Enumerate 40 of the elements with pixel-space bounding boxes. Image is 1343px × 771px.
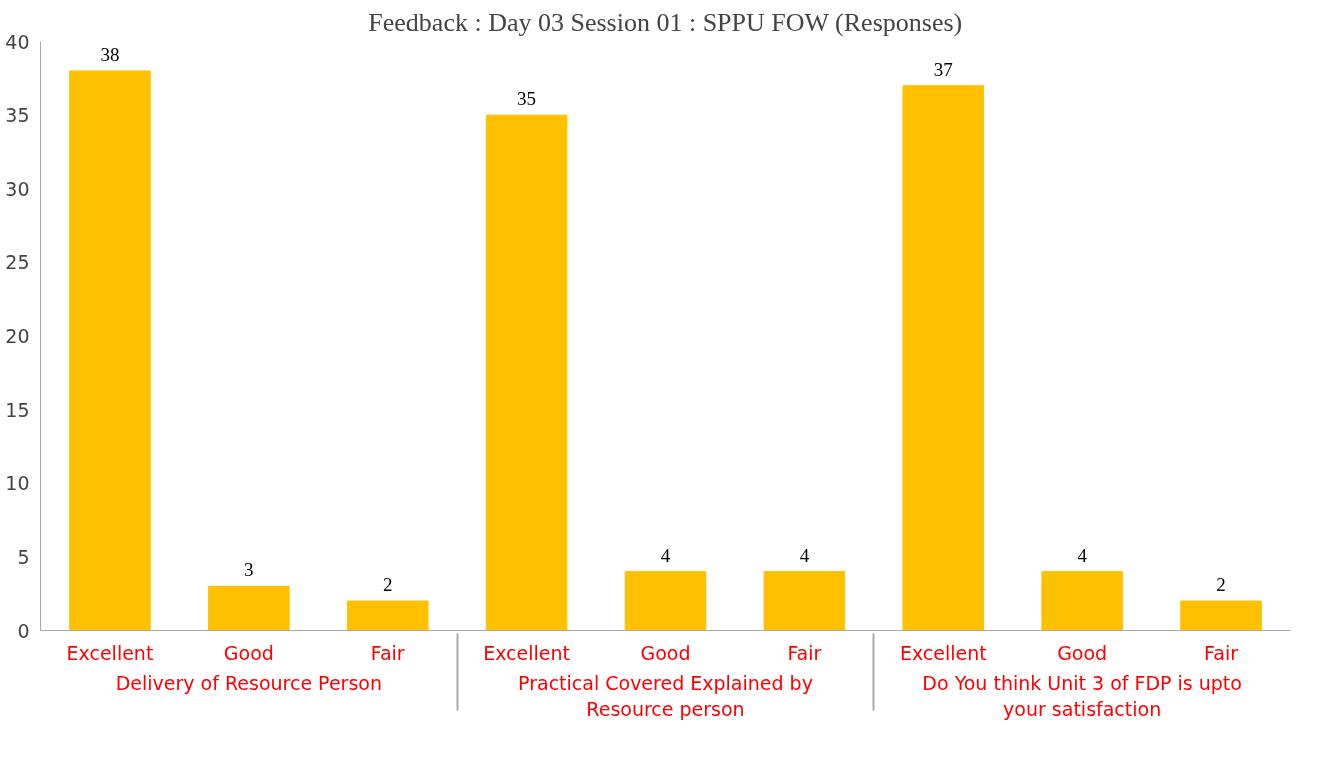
bar (763, 571, 846, 631)
x-tick-label: Good (223, 641, 274, 664)
x-tick-label: Excellent (66, 641, 154, 664)
data-label: 2 (1216, 574, 1226, 596)
bar (485, 114, 568, 631)
bar (346, 600, 429, 631)
bar (902, 85, 985, 631)
text: Practical Covered Explained by Resource person (518, 671, 813, 720)
data-label: 35 (517, 88, 537, 110)
chart-title: Feedback : Day 03 Session 01 : SPPU FOW (Responses) (368, 7, 963, 37)
data-label: 4 (799, 544, 810, 566)
text: Delivery of Resource Person (115, 671, 382, 694)
data-label: 4 (660, 544, 671, 566)
bar (624, 571, 707, 631)
data-label: 37 (933, 58, 953, 80)
bar (1041, 571, 1123, 631)
y-tick-label: 10 (5, 472, 30, 495)
bar (1180, 600, 1262, 631)
bar (69, 70, 151, 631)
data-label: 38 (100, 43, 120, 65)
bar (208, 585, 290, 631)
x-tick-label: Fair (787, 641, 822, 664)
data-label: 2 (382, 574, 393, 596)
x-tick-label: Excellent (483, 641, 571, 664)
data-label: 4 (1077, 544, 1088, 566)
y-tick-label: 0 (17, 619, 30, 642)
x-tick-label: Good (640, 641, 691, 664)
x-tick-label: Good (1057, 641, 1108, 664)
y-tick-label: 30 (5, 177, 30, 200)
x-tick-label: Fair (1204, 641, 1239, 664)
x-tick-label: Fair (370, 641, 405, 664)
text: Do You think Unit 3 of FDP is upto your satisfaction (922, 671, 1242, 720)
y-tick-label: 15 (5, 398, 30, 421)
data-label: 3 (244, 559, 254, 581)
x-tick-label: Excellent (899, 641, 987, 664)
y-tick-label: 35 (5, 104, 30, 127)
y-tick-label: 20 (5, 325, 30, 347)
y-tick-label: 25 (5, 251, 30, 274)
y-tick-label: 40 (5, 30, 30, 53)
y-tick-label: 5 (17, 545, 30, 568)
